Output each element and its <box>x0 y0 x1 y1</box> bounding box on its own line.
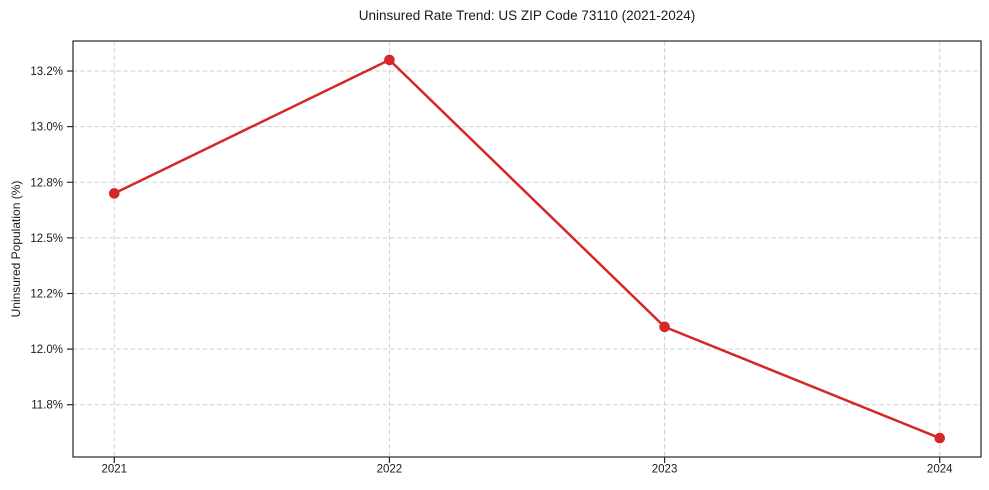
x-tick-label: 2022 <box>377 464 403 476</box>
plot-frame <box>72 40 982 458</box>
data-point <box>384 54 395 66</box>
x-tick-label: 2021 <box>101 464 127 476</box>
y-tick-label: 12.5% <box>30 233 63 245</box>
y-tick-label: 13.0% <box>30 122 63 134</box>
x-tick-label: 2024 <box>927 464 953 476</box>
data-point <box>108 188 120 199</box>
y-tick-label: 13.2% <box>30 66 63 78</box>
y-tick-label: 11.8% <box>31 400 63 412</box>
data-point <box>659 321 670 333</box>
x-tick-label: 2023 <box>652 464 678 476</box>
y-tick-label: 12.0% <box>30 344 63 356</box>
y-tick-label: 12.8% <box>30 177 63 189</box>
trend-line <box>113 58 941 440</box>
chart-title: Uninsured Rate Trend: US ZIP Code 73110 … <box>358 8 696 23</box>
data-point <box>934 432 946 444</box>
y-tick-label: 12.2% <box>30 288 63 300</box>
